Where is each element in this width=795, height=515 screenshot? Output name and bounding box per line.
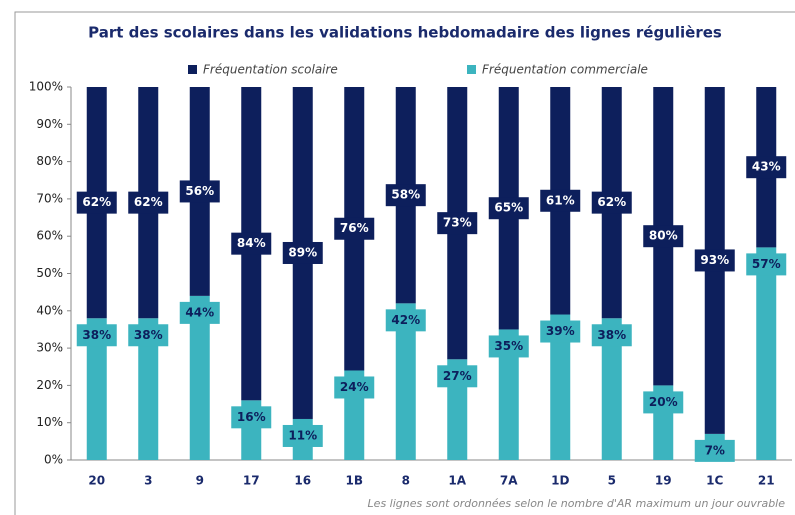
label-box: [591, 324, 632, 347]
label-box: [437, 212, 478, 235]
data-label: 56%: [185, 184, 214, 198]
legend-label: Fréquentation scolaire: [203, 63, 338, 77]
y-tick-label: 50%: [36, 266, 63, 280]
data-label: 16%: [237, 410, 266, 424]
label-box: [385, 184, 426, 207]
y-tick-label: 100%: [29, 80, 63, 94]
label-box: [179, 301, 220, 324]
label-box: [591, 191, 632, 214]
y-tick-label: 30%: [36, 341, 63, 355]
data-label: 27%: [443, 369, 472, 383]
x-tick-label: 1D: [551, 474, 569, 488]
legend-label: Fréquentation commerciale: [482, 63, 648, 77]
x-tick-label: 16: [294, 474, 311, 488]
label-box: [76, 191, 117, 214]
bar-segment: [601, 318, 622, 460]
label-box: [282, 424, 323, 447]
x-tick-label: 17: [243, 474, 260, 488]
data-label: 65%: [494, 201, 523, 215]
x-tick-label: 9: [196, 474, 204, 488]
data-label: 38%: [134, 328, 163, 342]
y-tick-label: 60%: [36, 229, 63, 243]
y-tick-label: 10%: [36, 415, 63, 429]
x-tick-label: 1B: [346, 474, 364, 488]
data-label: 35%: [494, 339, 523, 353]
y-tick-label: 80%: [36, 154, 63, 168]
data-label: 93%: [700, 253, 729, 267]
x-tick-label: 8: [402, 474, 410, 488]
data-label: 84%: [237, 236, 266, 250]
data-label: 7%: [705, 443, 725, 457]
chart-title: Part des scolaires dans les validations …: [88, 24, 722, 42]
legend-swatch: [188, 65, 197, 74]
data-label: 62%: [134, 195, 163, 209]
label-box: [540, 320, 581, 343]
label-box: [488, 197, 529, 220]
data-label: 58%: [391, 188, 420, 202]
label-box: [76, 324, 117, 347]
data-label: 39%: [546, 324, 575, 338]
x-tick-label: 1C: [706, 474, 723, 488]
label-box: [694, 439, 735, 462]
x-tick-label: 7A: [500, 474, 518, 488]
bar-segment: [395, 303, 416, 460]
label-box: [540, 189, 581, 212]
footnote: Les lignes sont ordonnées selon le nombr…: [368, 497, 786, 510]
x-tick-label: 3: [144, 474, 152, 488]
label-box: [334, 217, 375, 240]
label-box: [334, 376, 375, 399]
data-label: 38%: [597, 328, 626, 342]
x-tick-label: 19: [655, 474, 672, 488]
label-box: [643, 225, 684, 248]
label-box: [385, 309, 426, 332]
label-box: [282, 241, 323, 264]
y-tick-label: 40%: [36, 303, 63, 317]
data-label: 43%: [752, 160, 781, 174]
data-label: 24%: [340, 380, 369, 394]
data-label: 73%: [443, 216, 472, 230]
data-label: 80%: [649, 229, 678, 243]
x-tick-label: 1A: [448, 474, 466, 488]
y-tick-label: 20%: [36, 378, 63, 392]
label-box: [128, 191, 169, 214]
data-label: 38%: [82, 328, 111, 342]
label-box: [643, 391, 684, 414]
data-label: 62%: [597, 195, 626, 209]
data-label: 44%: [185, 305, 214, 319]
x-tick-label: 21: [758, 474, 775, 488]
label-box: [746, 253, 787, 276]
data-label: 42%: [391, 313, 420, 327]
bar-segment: [550, 314, 571, 460]
label-box: [488, 335, 529, 358]
bar-segment: [498, 329, 519, 460]
data-label: 89%: [288, 245, 317, 259]
bar-segment: [189, 295, 210, 460]
bar-segment: [86, 318, 107, 460]
label-box: [231, 406, 272, 429]
bar-segment: [138, 318, 159, 460]
y-tick-label: 90%: [36, 117, 63, 131]
label-box: [179, 180, 220, 203]
data-label: 76%: [340, 221, 369, 235]
x-tick-label: 5: [608, 474, 616, 488]
data-label: 11%: [288, 428, 317, 442]
label-box: [694, 249, 735, 272]
data-label: 57%: [752, 257, 781, 271]
data-label: 61%: [546, 193, 575, 207]
label-box: [231, 232, 272, 255]
data-label: 20%: [649, 395, 678, 409]
data-label: 62%: [82, 195, 111, 209]
label-box: [746, 156, 787, 179]
x-tick-label: 20: [88, 474, 105, 488]
bar-segment: [756, 247, 777, 460]
y-tick-label: 70%: [36, 191, 63, 205]
legend-swatch: [467, 65, 476, 74]
label-box: [128, 324, 169, 347]
y-tick-label: 0%: [44, 453, 63, 467]
label-box: [437, 365, 478, 388]
